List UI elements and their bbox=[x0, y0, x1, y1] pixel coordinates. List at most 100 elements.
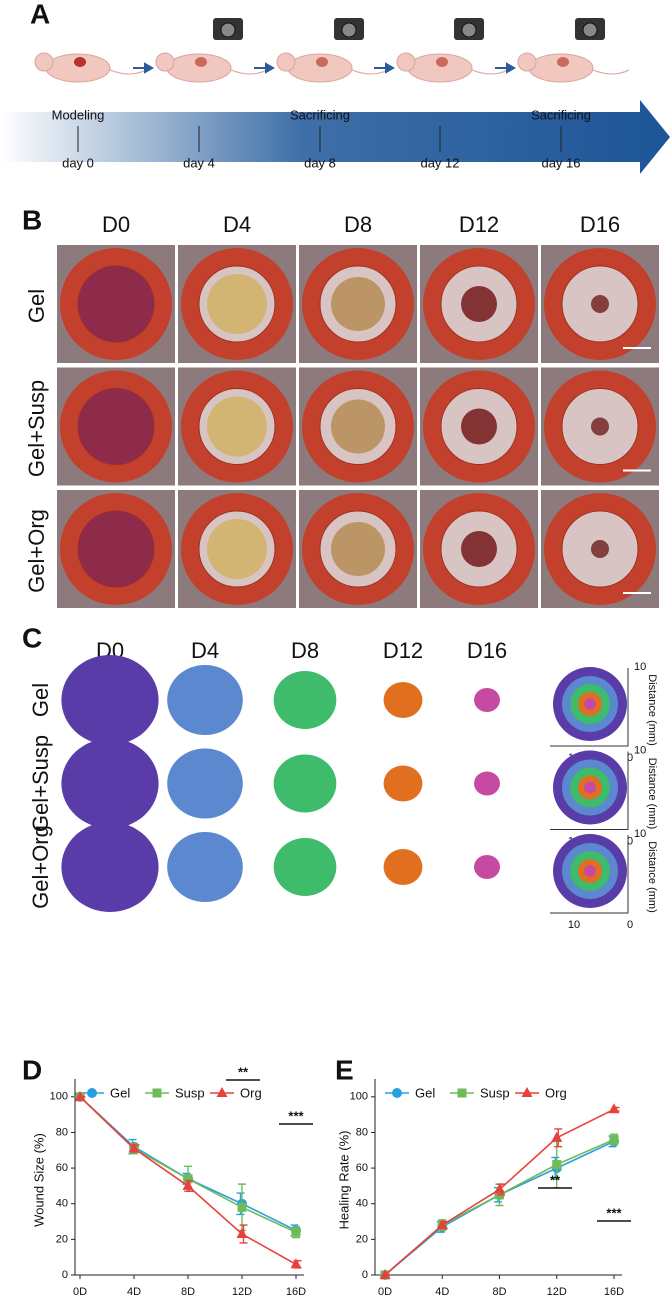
axis-tick: 10 bbox=[634, 661, 646, 673]
data-point bbox=[608, 1103, 620, 1114]
distance-axis bbox=[550, 668, 629, 747]
data-point bbox=[552, 1160, 562, 1170]
distance-axis bbox=[550, 835, 629, 914]
step-arrow bbox=[495, 62, 517, 74]
axis-tick: 10 bbox=[568, 919, 580, 931]
row-label: Gel bbox=[24, 289, 49, 323]
data-point bbox=[291, 1227, 301, 1237]
row-label: Gel+Susp bbox=[28, 735, 53, 832]
y-tick-label: 20 bbox=[56, 1233, 68, 1245]
y-tick-label: 20 bbox=[356, 1233, 368, 1245]
data-point bbox=[290, 1258, 302, 1269]
y-tick-label: 40 bbox=[56, 1198, 68, 1210]
series-line bbox=[384, 1140, 615, 1276]
legend-label: Susp bbox=[175, 1085, 205, 1100]
row-label: Gel bbox=[28, 683, 53, 717]
wound-area bbox=[78, 388, 154, 465]
wound-area bbox=[461, 531, 497, 567]
panel-label: C bbox=[22, 622, 42, 653]
wound-trace bbox=[167, 665, 243, 735]
x-tick-label: 0D bbox=[73, 1286, 87, 1298]
axis-title: Distance (mm) bbox=[646, 674, 658, 746]
wound-area bbox=[207, 519, 267, 579]
wound-area bbox=[331, 399, 385, 454]
wound bbox=[316, 57, 328, 67]
significance: *** bbox=[288, 1108, 304, 1123]
wound-trace bbox=[383, 765, 423, 802]
wound-trace bbox=[61, 655, 159, 745]
mouse-head bbox=[155, 52, 175, 72]
axis-title: Distance (mm) bbox=[646, 758, 658, 830]
y-tick-label: 80 bbox=[356, 1126, 368, 1138]
wound-trace bbox=[383, 849, 423, 885]
wound-area bbox=[331, 522, 385, 576]
wound bbox=[74, 57, 86, 67]
axis-tick: 0 bbox=[627, 919, 633, 931]
day-label: day 16 bbox=[541, 155, 580, 170]
step-arrow bbox=[133, 62, 155, 74]
wound-trace bbox=[273, 838, 337, 896]
overlay-ring bbox=[584, 865, 596, 877]
timeline-arrow bbox=[0, 100, 670, 174]
data-point bbox=[182, 1179, 194, 1190]
wound-trace bbox=[273, 671, 337, 729]
y-tick-label: 100 bbox=[350, 1091, 368, 1103]
data-point bbox=[551, 1131, 563, 1142]
significance: ** bbox=[238, 1064, 249, 1079]
x-tick-label: 8D bbox=[492, 1286, 506, 1298]
wound-trace bbox=[61, 822, 159, 912]
wound-area bbox=[591, 295, 609, 313]
panel-label: D bbox=[22, 1054, 42, 1085]
x-tick-label: 16D bbox=[604, 1286, 624, 1298]
column-header: D8 bbox=[291, 638, 319, 663]
overlay-ring bbox=[584, 781, 596, 794]
y-tick-label: 40 bbox=[356, 1198, 368, 1210]
data-point bbox=[183, 1174, 193, 1184]
panel-label: B bbox=[22, 204, 42, 235]
legend-label: Org bbox=[240, 1085, 262, 1100]
mouse-tail bbox=[351, 69, 389, 75]
data-point bbox=[128, 1142, 140, 1153]
legend-marker bbox=[152, 1088, 162, 1098]
y-tick-label: 60 bbox=[356, 1162, 368, 1174]
legend-marker bbox=[457, 1088, 467, 1098]
camera-lens bbox=[341, 22, 357, 38]
column-header: D12 bbox=[383, 638, 423, 663]
row-label: Gel+Org bbox=[24, 509, 49, 593]
x-tick-label: 12D bbox=[232, 1286, 252, 1298]
wound-area bbox=[207, 396, 267, 457]
stage-label: Sacrificing bbox=[290, 107, 350, 122]
significance: ** bbox=[550, 1172, 561, 1187]
wound bbox=[436, 57, 448, 67]
day-label: day 8 bbox=[304, 155, 336, 170]
column-header: D8 bbox=[344, 212, 372, 237]
x-tick-label: 4D bbox=[435, 1286, 449, 1298]
series-line bbox=[79, 1096, 297, 1233]
column-header: D4 bbox=[223, 212, 251, 237]
x-tick-label: 0D bbox=[378, 1286, 392, 1298]
axis-title: Distance (mm) bbox=[646, 841, 658, 913]
data-point bbox=[494, 1183, 505, 1194]
wound-trace bbox=[383, 682, 423, 718]
wound-trace bbox=[273, 754, 337, 813]
wound bbox=[557, 57, 569, 67]
data-point bbox=[236, 1228, 248, 1239]
panel-label: E bbox=[335, 1054, 354, 1085]
column-header: D4 bbox=[191, 638, 219, 663]
mouse-head bbox=[34, 52, 54, 72]
wound-area bbox=[591, 417, 609, 436]
row-label: Gel+Susp bbox=[24, 380, 49, 477]
x-tick-label: 8D bbox=[181, 1286, 195, 1298]
x-tick-label: 4D bbox=[127, 1286, 141, 1298]
legend-marker bbox=[216, 1087, 228, 1097]
axis-tick: 10 bbox=[634, 744, 646, 756]
significance: *** bbox=[606, 1205, 622, 1220]
stage-label: Sacrificing bbox=[531, 107, 591, 122]
legend-label: Org bbox=[545, 1085, 567, 1100]
wound-area bbox=[207, 274, 267, 334]
wound-trace bbox=[474, 771, 500, 796]
legend-label: Susp bbox=[480, 1085, 510, 1100]
wound-trace bbox=[474, 688, 500, 712]
mouse-head bbox=[396, 52, 416, 72]
mouse-head bbox=[517, 52, 537, 72]
